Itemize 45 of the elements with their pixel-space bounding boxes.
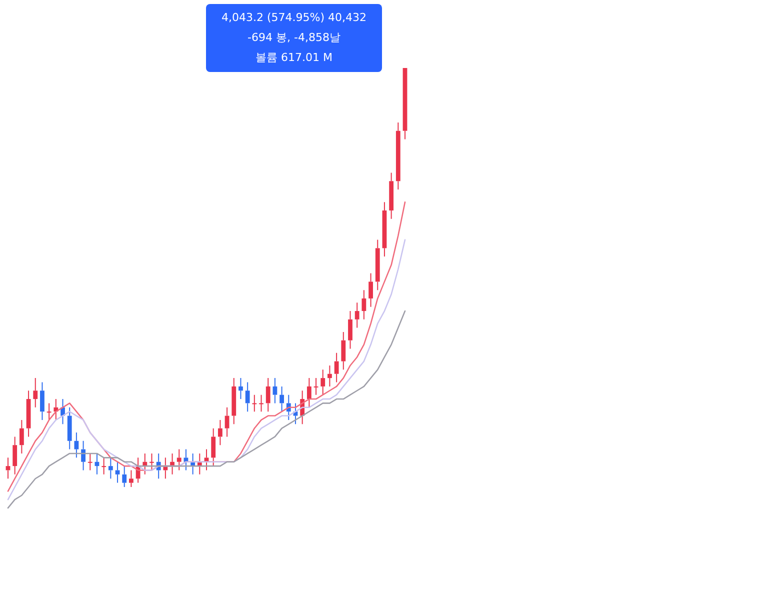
candlestick	[232, 378, 236, 425]
candlestick	[368, 272, 373, 308]
candlestick	[306, 378, 312, 408]
candlestick	[115, 461, 120, 484]
text: -694 봉, -4,858날	[248, 31, 340, 44]
text: 볼륨 617.01 M	[256, 51, 332, 64]
candlestick	[12, 436, 18, 475]
candlestick	[218, 419, 222, 446]
candlestick	[40, 382, 44, 420]
candlestick	[67, 406, 72, 450]
candlestick	[102, 457, 106, 475]
candlestick	[150, 452, 154, 471]
candlestick	[238, 378, 243, 400]
candlestick	[81, 440, 86, 471]
candlestick	[259, 394, 264, 412]
candlestick	[122, 466, 127, 488]
candlestick	[266, 378, 270, 412]
candlestick	[389, 172, 394, 220]
candlestick	[245, 382, 250, 412]
candlestick	[272, 378, 278, 404]
candlestick	[354, 302, 360, 328]
text: 4,043.2 (574.95%) 40,432	[222, 11, 366, 24]
candlestick	[341, 331, 346, 370]
candlestick	[211, 428, 216, 467]
candlestick	[334, 352, 339, 383]
candlestick	[88, 452, 92, 471]
candlestick	[362, 290, 366, 320]
candlestick	[26, 390, 31, 438]
candlestick	[396, 122, 400, 190]
candlestick	[375, 239, 380, 291]
candlestick	[46, 402, 52, 420]
candlestick	[348, 310, 352, 350]
candlestick	[108, 457, 113, 480]
candlestick	[320, 369, 326, 396]
candlestick	[176, 448, 182, 471]
candlestick	[129, 470, 134, 488]
candlestick	[382, 202, 387, 258]
candlestick	[280, 386, 284, 412]
candlestick	[252, 394, 257, 412]
candlestick	[224, 406, 230, 438]
candlestick	[402, 68, 408, 140]
candlestick	[328, 364, 332, 387]
candlestick	[19, 419, 24, 454]
candlestick	[74, 432, 79, 458]
candlestick	[33, 378, 38, 408]
